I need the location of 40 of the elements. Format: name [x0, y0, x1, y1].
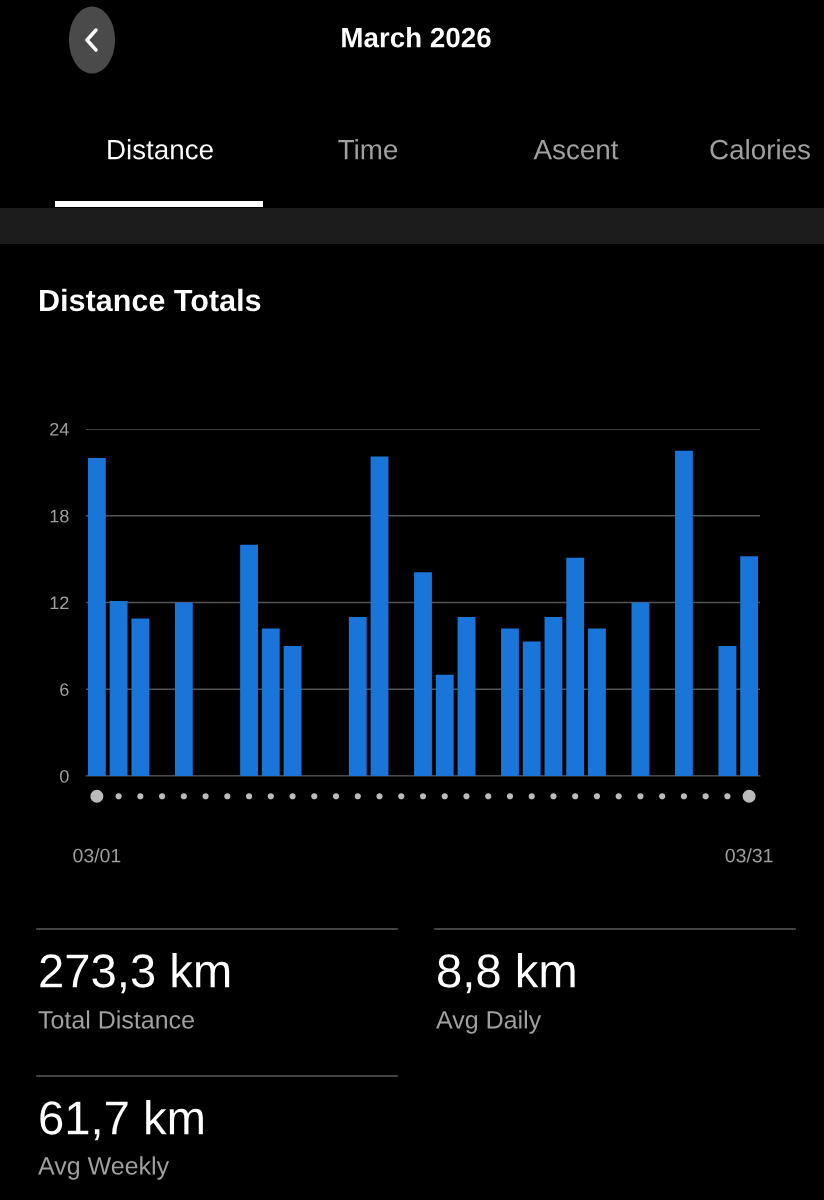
x-tick-label: 03/01 — [73, 848, 121, 863]
text: Time — [338, 139, 398, 160]
bar — [674, 450, 693, 776]
text: Total Distance — [38, 1010, 194, 1029]
chart-subtitle: Distance Totals — [40, 288, 261, 312]
bar — [370, 456, 389, 776]
y-tick-label: 0 — [60, 769, 69, 783]
bar — [87, 457, 106, 776]
bar — [261, 628, 280, 776]
bar — [348, 616, 367, 776]
bar — [631, 602, 650, 776]
bar — [544, 616, 563, 776]
text: 273,3 km — [40, 952, 230, 994]
bar — [588, 628, 606, 776]
text: 8,8 km — [438, 952, 575, 994]
y-tick-label: 6 — [60, 683, 69, 696]
y-tick-label: 12 — [50, 596, 69, 610]
text: Calories — [710, 139, 810, 160]
bar — [414, 572, 432, 776]
y-tick-label: 18 — [50, 509, 69, 523]
bar — [566, 557, 585, 776]
x-tick-label: 03/31 — [725, 848, 773, 863]
text: Distance — [108, 139, 213, 160]
bar — [501, 628, 519, 776]
bar — [435, 674, 454, 776]
bar — [740, 556, 759, 776]
bar — [109, 601, 128, 776]
chart-title: March 2026 — [342, 27, 491, 48]
text: Ascent — [533, 140, 619, 160]
text: Avg Weekly — [38, 1156, 170, 1180]
bar — [457, 616, 476, 776]
y-tick-label: 24 — [50, 422, 69, 436]
text: 61,7 km — [40, 1099, 203, 1141]
bar — [718, 645, 737, 776]
bar — [240, 544, 258, 776]
bar — [131, 618, 150, 776]
bar — [522, 641, 541, 776]
bar — [283, 645, 302, 776]
text: Avg Daily — [436, 1010, 542, 1034]
bar — [174, 602, 193, 776]
